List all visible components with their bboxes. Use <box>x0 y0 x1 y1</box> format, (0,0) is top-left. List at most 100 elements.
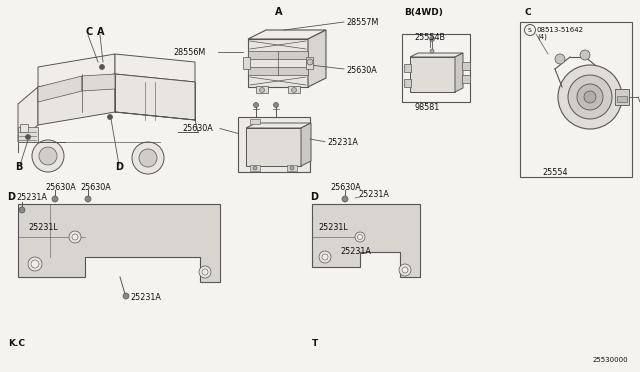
Circle shape <box>342 196 348 202</box>
Circle shape <box>99 64 104 70</box>
Polygon shape <box>248 39 308 87</box>
Circle shape <box>307 59 313 65</box>
Polygon shape <box>18 87 38 142</box>
Bar <box>288 86 300 93</box>
Text: S: S <box>528 28 532 32</box>
Polygon shape <box>115 74 195 120</box>
Circle shape <box>72 234 78 240</box>
Text: D: D <box>310 192 318 202</box>
Text: 25554: 25554 <box>542 167 568 176</box>
Text: D: D <box>115 162 123 172</box>
Circle shape <box>402 267 408 273</box>
Circle shape <box>399 264 411 276</box>
Text: 25630A: 25630A <box>346 65 377 74</box>
Polygon shape <box>301 123 311 166</box>
Circle shape <box>32 140 64 172</box>
Text: 25231L: 25231L <box>28 222 58 231</box>
Text: 25231A: 25231A <box>358 189 389 199</box>
Text: 25231A: 25231A <box>327 138 358 147</box>
Text: K.C: K.C <box>8 340 25 349</box>
Circle shape <box>139 149 157 167</box>
Text: 25630A: 25630A <box>80 183 111 192</box>
Bar <box>20 124 28 132</box>
Bar <box>250 165 260 171</box>
Circle shape <box>355 232 365 242</box>
Bar <box>462 75 470 83</box>
Circle shape <box>19 207 25 213</box>
Bar <box>617 96 627 102</box>
Circle shape <box>584 91 596 103</box>
Bar <box>248 51 308 59</box>
Bar <box>306 57 313 69</box>
Polygon shape <box>38 76 82 102</box>
Polygon shape <box>312 204 420 277</box>
Text: 28556M: 28556M <box>173 48 205 57</box>
Text: 25630A: 25630A <box>330 183 361 192</box>
Circle shape <box>202 269 208 275</box>
Text: 28557M: 28557M <box>346 17 378 26</box>
Text: 25231A: 25231A <box>340 247 371 257</box>
Text: C: C <box>85 27 92 37</box>
Circle shape <box>85 196 91 202</box>
Text: 08513-51642: 08513-51642 <box>537 27 584 33</box>
Text: 25231L: 25231L <box>318 222 348 231</box>
Text: A: A <box>97 27 104 37</box>
Polygon shape <box>38 74 115 125</box>
Circle shape <box>555 54 565 64</box>
Circle shape <box>358 234 362 240</box>
Circle shape <box>290 166 294 170</box>
Text: T: T <box>312 340 318 349</box>
Bar <box>462 62 470 70</box>
Bar <box>18 127 38 142</box>
Bar <box>402 34 470 102</box>
Bar <box>520 22 632 177</box>
Text: (4): (4) <box>537 34 547 40</box>
Circle shape <box>69 231 81 243</box>
Text: 98581: 98581 <box>415 103 440 112</box>
Text: 25630A: 25630A <box>45 183 76 192</box>
Circle shape <box>580 50 590 60</box>
Circle shape <box>253 166 257 170</box>
Circle shape <box>31 260 39 268</box>
Circle shape <box>132 142 164 174</box>
Circle shape <box>525 25 536 35</box>
Polygon shape <box>18 204 220 282</box>
Text: 25231A: 25231A <box>16 192 47 202</box>
Polygon shape <box>248 30 326 39</box>
Text: 25231A: 25231A <box>130 294 161 302</box>
Text: B: B <box>15 162 22 172</box>
Polygon shape <box>455 53 463 92</box>
Bar <box>404 64 411 72</box>
Circle shape <box>108 115 113 119</box>
Bar <box>287 165 297 171</box>
Circle shape <box>253 103 259 108</box>
Polygon shape <box>246 128 301 166</box>
Circle shape <box>123 293 129 299</box>
Bar <box>248 67 308 75</box>
Circle shape <box>52 196 58 202</box>
Text: 25554B: 25554B <box>414 32 445 42</box>
Circle shape <box>26 135 31 140</box>
Bar <box>615 89 629 105</box>
Polygon shape <box>410 57 455 92</box>
Bar <box>256 86 268 93</box>
Circle shape <box>322 254 328 260</box>
Polygon shape <box>82 74 115 91</box>
Circle shape <box>577 84 603 110</box>
Circle shape <box>568 75 612 119</box>
Text: 25530000: 25530000 <box>592 357 628 363</box>
Bar <box>250 119 260 124</box>
Circle shape <box>273 103 278 108</box>
Circle shape <box>28 257 42 271</box>
Text: A: A <box>275 7 282 17</box>
Circle shape <box>430 49 434 53</box>
Bar <box>238 117 310 172</box>
Bar <box>404 79 411 87</box>
Circle shape <box>558 65 622 129</box>
Bar <box>243 57 250 69</box>
Circle shape <box>291 87 296 93</box>
Polygon shape <box>246 123 311 128</box>
Polygon shape <box>410 53 463 57</box>
Circle shape <box>319 251 331 263</box>
Circle shape <box>259 87 264 93</box>
